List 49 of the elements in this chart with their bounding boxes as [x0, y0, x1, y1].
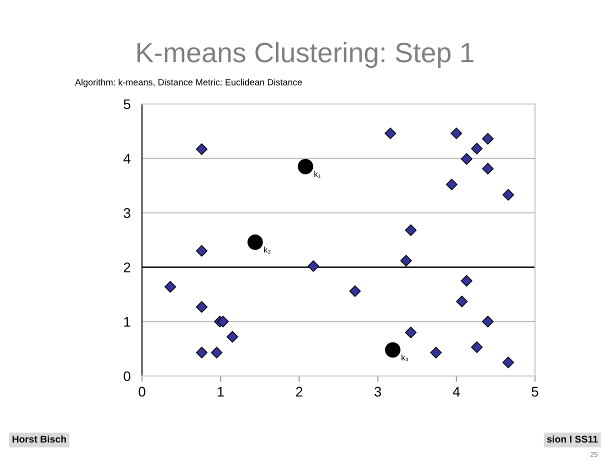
y-tick-label: 2 [124, 262, 130, 272]
point [405, 326, 417, 338]
point [226, 331, 238, 343]
point [308, 260, 320, 272]
point [460, 153, 472, 165]
point [349, 285, 361, 297]
point [298, 158, 314, 174]
point [460, 275, 472, 287]
point [164, 280, 176, 293]
annotation: k₂ [264, 246, 271, 254]
point [247, 234, 263, 250]
point [502, 356, 514, 368]
text: sion I SS11 [547, 435, 598, 443]
point [384, 128, 396, 140]
point [456, 296, 468, 308]
point [196, 245, 208, 257]
x-tick-label: 4 [452, 386, 460, 396]
point [450, 128, 462, 140]
x-tick-label: 3 [374, 386, 382, 397]
point [471, 341, 483, 353]
point [482, 133, 494, 145]
y-tick-label: 1 [124, 317, 130, 327]
point [217, 316, 229, 328]
point [471, 142, 483, 154]
point [405, 224, 417, 236]
point [446, 178, 458, 190]
y-tick-label: 3 [124, 208, 130, 218]
point [385, 342, 400, 358]
x-tick-label: 1 [218, 386, 224, 396]
x-tick-label: 0 [138, 386, 146, 397]
point [482, 316, 494, 328]
chart-subtitle: Algorithm: k-means, Distance Metric: Euclidean Distance [75, 78, 302, 88]
annotation: k₁ [314, 171, 321, 178]
point [196, 301, 208, 313]
y-tick-label: 5 [124, 99, 130, 110]
chart-title: K-means Clustering: Step 1 [137, 42, 474, 68]
y-tick-label: 0 [124, 371, 130, 382]
point [196, 346, 208, 358]
point [482, 162, 494, 175]
x-tick-label: 2 [296, 386, 302, 396]
point [502, 189, 514, 201]
x-tick-label: 5 [532, 386, 538, 397]
y-tick-label: 4 [123, 154, 130, 164]
point [400, 254, 412, 266]
annotation: k₃ [402, 354, 408, 362]
point [210, 346, 222, 358]
point [196, 143, 208, 155]
point [430, 346, 442, 358]
text: Horst Bisch [12, 435, 66, 443]
